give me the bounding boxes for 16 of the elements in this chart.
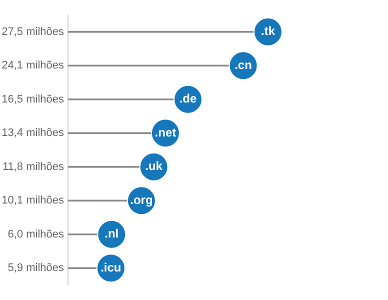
data-label: 6,0 milhões <box>8 228 64 240</box>
y-tick-label: .net <box>154 125 176 140</box>
y-tick-label: .nl <box>104 226 119 241</box>
y-tick-label: .uk <box>145 159 163 174</box>
data-label: 16,5 milhões <box>2 93 64 106</box>
data-label: 10,1 milhões <box>2 194 64 207</box>
y-tick-label: .icu <box>100 260 122 274</box>
data-label: 13,4 milhões <box>2 127 64 140</box>
data-label: 5,9 milhões <box>8 262 64 274</box>
y-tick-label: .de <box>179 92 197 106</box>
data-label: 27,5 milhões <box>2 26 64 38</box>
y-tick-label: .cn <box>234 58 252 72</box>
data-label: 11,8 milhões <box>2 160 64 173</box>
y-tick-label: .tk <box>260 24 276 38</box>
data-label: 24,1 milhões <box>2 60 64 72</box>
y-tick-label: .org <box>130 192 153 207</box>
